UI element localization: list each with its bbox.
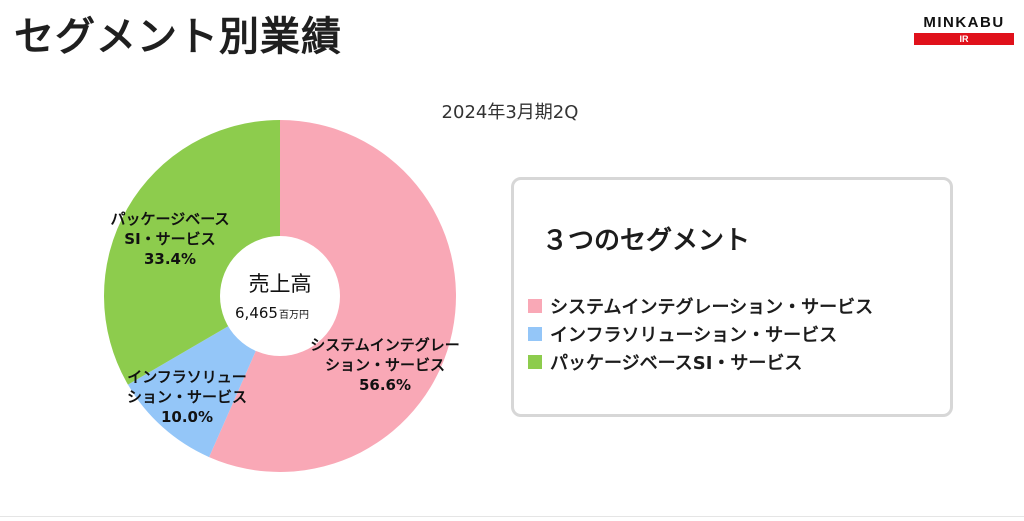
bottom-divider [0, 516, 1024, 517]
legend-label: パッケージベースSI・サービス [550, 353, 803, 374]
slice-label-2: パッケージベース SI・サービス 33.4% [111, 210, 230, 268]
center-value: 6,465百万円 [235, 304, 309, 322]
slice-percent-label: 10.0% [161, 408, 213, 426]
slice-name-line: ション・サービス [325, 356, 445, 374]
page-title: セグメント別業績 [14, 14, 342, 60]
logo-ir-bar: IR [914, 33, 1014, 45]
legend-box: ３つのセグメント システムインテグレーション・サービス インフラソリューション・サ… [511, 177, 953, 417]
slice-name-line: システムインテグレー [310, 336, 460, 354]
legend-swatch [528, 299, 542, 313]
slice-label-1: インフラソリューション・サービス 10.0% [127, 368, 247, 426]
slice-name-line: SI・サービス [124, 230, 215, 248]
center-value-unit: 百万円 [279, 309, 309, 321]
legend-list: システムインテグレーション・サービス インフラソリューション・サービス パッケージベ… [528, 292, 873, 376]
center-title: 売上高 [249, 272, 312, 296]
legend-item: パッケージベースSI・サービス [528, 348, 873, 376]
labels-layer: システムインテグレーション・サービス 56.6%インフラソリューション・サービス 1… [111, 210, 460, 426]
legend-item: インフラソリューション・サービス [528, 320, 873, 348]
slice-name-line: ション・サービス [127, 388, 247, 406]
slice-percent-label: 56.6% [359, 376, 411, 394]
logo-text: MINKABU [923, 14, 1005, 31]
legend-swatch [528, 355, 542, 369]
slice-percent-label: 33.4% [144, 250, 196, 268]
legend-item: システムインテグレーション・サービス [528, 292, 873, 320]
legend-title: ３つのセグメント [542, 226, 751, 256]
legend-label: システムインテグレーション・サービス [550, 297, 874, 318]
legend-swatch [528, 327, 542, 341]
slice-label-0: システムインテグレーション・サービス 56.6% [310, 336, 460, 394]
legend-label: インフラソリューション・サービス [550, 325, 838, 346]
donut-hole [220, 236, 340, 356]
center-value-number: 6,465 [235, 304, 278, 322]
slice-name-line: パッケージベース [111, 210, 230, 228]
company-logo: MINKABU IR [914, 14, 1014, 45]
chart-subtitle: 2024年3月期2Q [441, 102, 579, 123]
slice-name-line: インフラソリュー [127, 368, 247, 386]
